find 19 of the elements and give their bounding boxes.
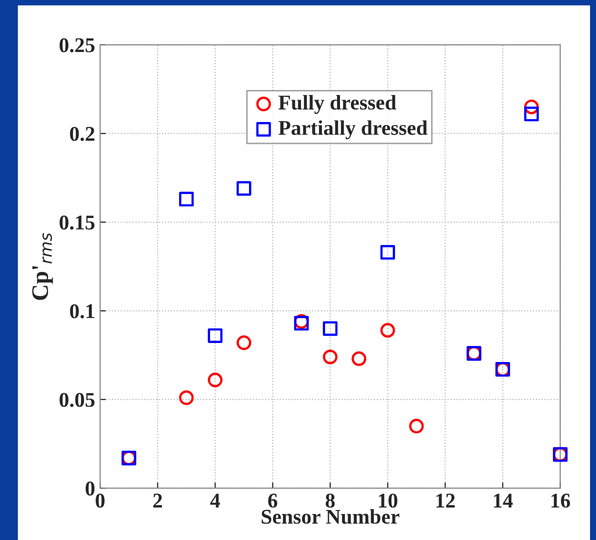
x-tick-label: 16 bbox=[551, 494, 570, 508]
x-tick-label: 6 bbox=[268, 494, 278, 508]
y-tick-label: 0.2 bbox=[70, 126, 94, 142]
legend-label: Partially dressed bbox=[278, 120, 428, 140]
x-tick-label: 8 bbox=[326, 494, 335, 508]
x-tick-label: 14 bbox=[494, 494, 513, 508]
y-tick-label: 0.1 bbox=[70, 304, 94, 318]
y-tick-label: 0.25 bbox=[60, 38, 95, 52]
y-tick-label: 0 bbox=[86, 482, 94, 496]
x-tick-label: 2 bbox=[153, 494, 162, 508]
x-tick-label: 0 bbox=[96, 494, 105, 508]
y-axis-title: Cp'$_{rms}$ bbox=[32, 232, 53, 300]
x-tick-label: 12 bbox=[436, 494, 455, 508]
y-tick-label: 0.05 bbox=[60, 392, 95, 408]
x-tick-label: 10 bbox=[378, 494, 398, 508]
x-axis-title: Sensor Number bbox=[262, 509, 400, 524]
x-tick-label: 4 bbox=[210, 494, 220, 508]
y-tick-label: 0.15 bbox=[60, 216, 95, 230]
legend-label: Fully dressed bbox=[278, 94, 396, 114]
